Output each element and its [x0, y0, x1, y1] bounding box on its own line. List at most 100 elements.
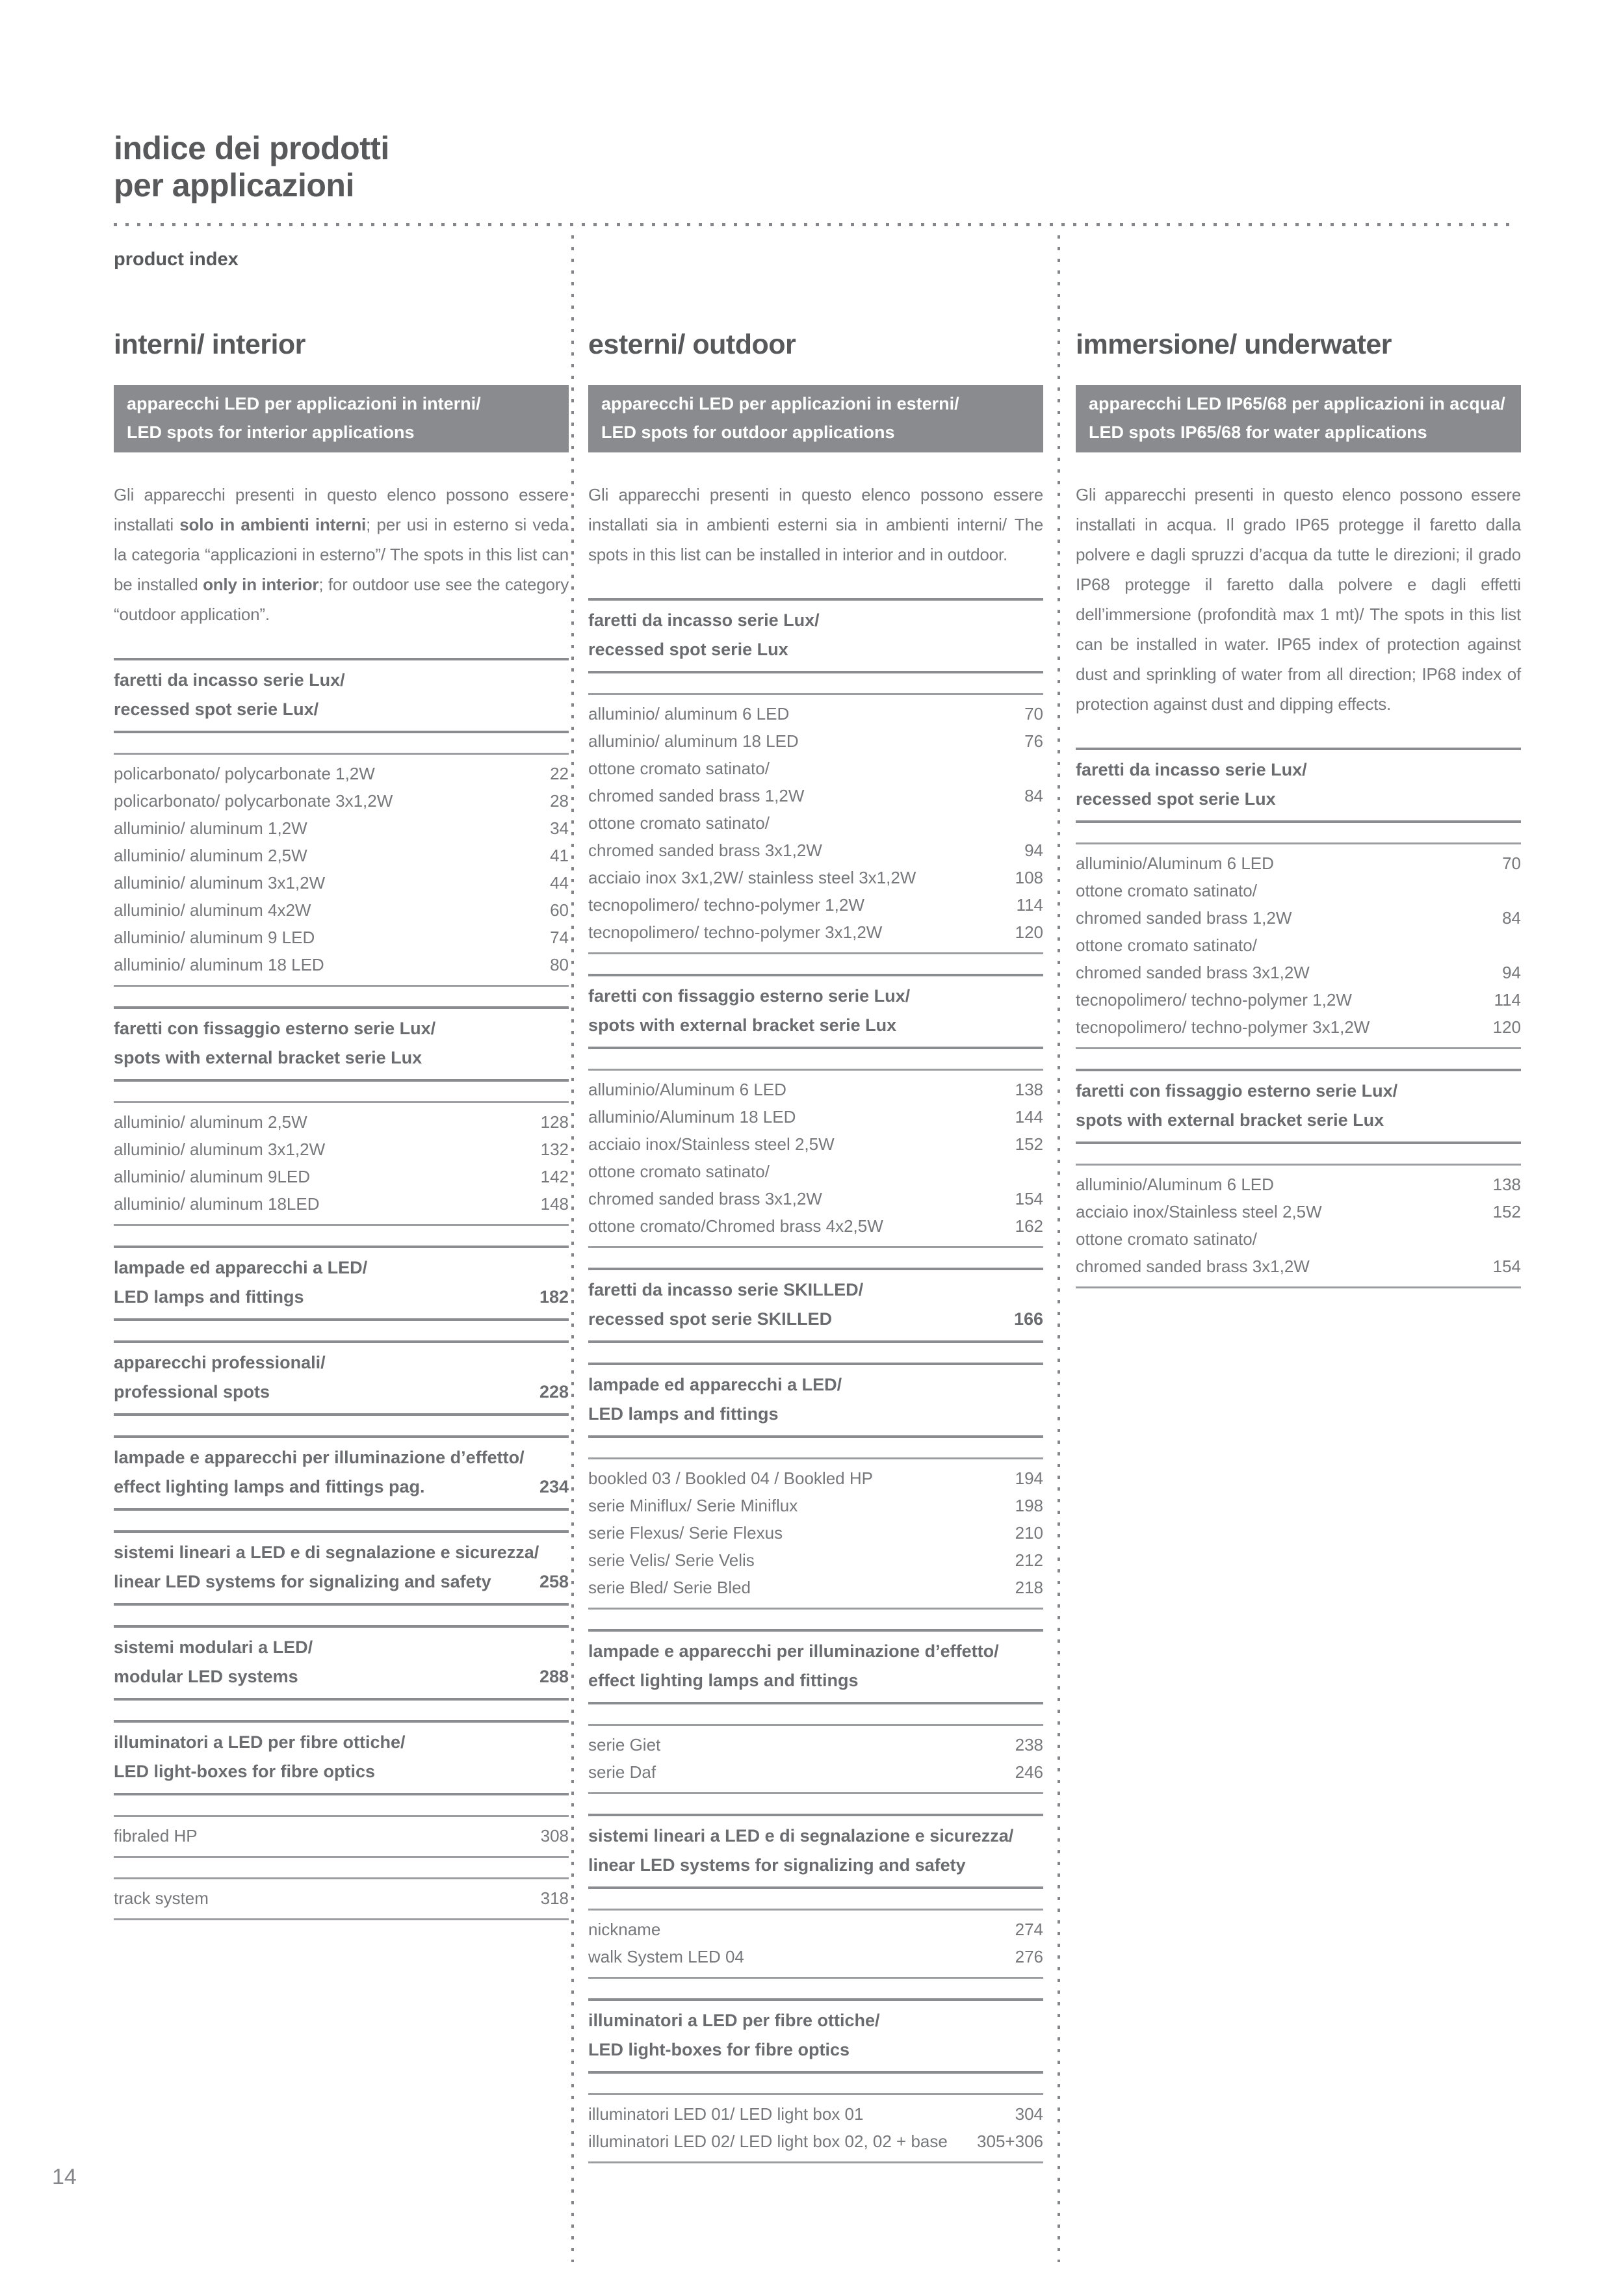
- product-page-number: 120: [1492, 1017, 1521, 1037]
- section-header: faretti con fissaggio esterno serie Lux/…: [114, 1006, 569, 1082]
- intro-segment: Gli apparecchi presenti in questo elenco…: [114, 485, 569, 534]
- section-header: lampade ed apparecchi a LED/LED lamps an…: [588, 1363, 1043, 1438]
- product-label: chromed sanded brass 3x1,2W: [1076, 1257, 1310, 1276]
- section-header: faretti da incasso serie SKILLED/recesse…: [588, 1268, 1043, 1343]
- product-page-number: 152: [1492, 1202, 1521, 1221]
- section-page-number: 288: [539, 1667, 569, 1686]
- product-item-line: ottone cromato satinato/: [588, 755, 1043, 782]
- product-label: policarbonato/ polycarbonate 3x1,2W: [114, 791, 393, 811]
- product-label: tecnopolimero/ techno-polymer 1,2W: [588, 895, 864, 915]
- product-item: ottone cromato satinato/chromed sanded b…: [1076, 877, 1521, 932]
- intro-segment: ; for outdoor use see the category “outd…: [114, 575, 569, 624]
- product-label: chromed sanded brass 3x1,2W: [588, 1189, 822, 1208]
- section-header-label: linear LED systems for signalizing and s…: [114, 1572, 491, 1591]
- product-item: serie Giet 238: [588, 1731, 1043, 1758]
- section-header: sistemi lineari a LED e di segnalazione …: [588, 1814, 1043, 1889]
- product-item-line: chromed sanded brass 1,2W 84: [1076, 904, 1521, 932]
- product-item: alluminio/ aluminum 1,2W 34: [114, 815, 569, 842]
- product-label: illuminatori LED 02/ LED light box 02, 0…: [588, 2132, 948, 2151]
- section-header: lampade ed apparecchi a LED/LED lamps an…: [114, 1246, 569, 1321]
- intro-bold-segment: only in interior: [203, 575, 319, 594]
- section-header-label: illuminatori a LED per fibre ottiche/: [114, 1732, 406, 1752]
- section-header-line: recessed spot serie Lux: [1076, 785, 1521, 814]
- product-label: acciaio inox/Stainless steel 2,5W: [588, 1134, 835, 1154]
- category-band-line: LED spots IP65/68 for water applications: [1089, 423, 1427, 442]
- product-label: tecnopolimero/ techno-polymer 3x1,2W: [1076, 1017, 1370, 1037]
- section-header-line: LED lamps and fittings 182: [114, 1283, 569, 1312]
- product-item: tecnopolimero/ techno-polymer 3x1,2W 120: [1076, 1013, 1521, 1041]
- product-label: alluminio/ aluminum 4x2W: [114, 900, 311, 920]
- product-page-number: 41: [550, 846, 569, 865]
- section-header-line: spots with external bracket serie Lux: [1076, 1106, 1521, 1135]
- product-page-number: 94: [1024, 841, 1043, 860]
- product-item-line: track system 318: [114, 1885, 569, 1912]
- product-item-line: policarbonato/ polycarbonate 3x1,2W 28: [114, 787, 569, 815]
- items-list: bookled 03 / Bookled 04 / Bookled HP 194 s…: [588, 1457, 1043, 1610]
- product-page-number: 305+306: [977, 2132, 1043, 2151]
- items-list: alluminio/Aluminum 6 LED 70 ottone cromato…: [1076, 842, 1521, 1049]
- product-label: serie Flexus/ Serie Flexus: [588, 1523, 783, 1543]
- product-index-columns: interni/ interior apparecchi LED per appl…: [114, 328, 1524, 2163]
- product-label: serie Daf: [588, 1762, 656, 1782]
- section-header-line: illuminatori a LED per fibre ottiche/: [114, 1728, 569, 1757]
- product-item-line: alluminio/Aluminum 6 LED 138: [588, 1076, 1043, 1103]
- section-header-label: faretti da incasso serie Lux/: [114, 670, 345, 690]
- section-header-line: recessed spot serie Lux: [588, 635, 1043, 664]
- product-page-number: 34: [550, 818, 569, 838]
- section-header-label: LED light-boxes for fibre optics: [114, 1762, 376, 1781]
- section-page-number: 258: [539, 1572, 569, 1591]
- category-band-line: LED spots for interior applications: [127, 423, 415, 442]
- section-header: illuminatori a LED per fibre ottiche/LED…: [114, 1720, 569, 1795]
- product-item: alluminio/ aluminum 18LED 148: [114, 1190, 569, 1218]
- section-header-line: linear LED systems for signalizing and s…: [588, 1851, 1043, 1880]
- product-label: illuminatori LED 01/ LED light box 01: [588, 2104, 864, 2124]
- product-item: ottone cromato satinato/chromed sanded b…: [588, 1158, 1043, 1212]
- section-header-line: faretti da incasso serie Lux/: [114, 666, 569, 695]
- section-header-line: effect lighting lamps and fittings: [588, 1666, 1043, 1695]
- section-header-line: recessed spot serie SKILLED 166: [588, 1305, 1043, 1334]
- section-header-label: spots with external bracket serie Lux: [1076, 1110, 1384, 1130]
- category-band: apparecchi LED IP65/68 per applicazioni …: [1076, 385, 1521, 452]
- product-item: alluminio/ aluminum 18 LED 80: [114, 951, 569, 978]
- product-page-number: 276: [1015, 1947, 1043, 1966]
- section: illuminatori a LED per fibre ottiche/LED…: [588, 1998, 1043, 2163]
- intro-segment: ; per usi in esterno si veda la categori…: [114, 515, 569, 594]
- product-item: alluminio/ aluminum 3x1,2W 132: [114, 1136, 569, 1163]
- product-label: serie Giet: [588, 1735, 661, 1755]
- product-item-line: alluminio/ aluminum 4x2W 60: [114, 896, 569, 924]
- product-item-line: acciaio inox/Stainless steel 2,5W 152: [588, 1130, 1043, 1158]
- product-page-number: 194: [1015, 1468, 1043, 1488]
- product-item: alluminio/ aluminum 4x2W 60: [114, 896, 569, 924]
- product-item-line: chromed sanded brass 3x1,2W 154: [588, 1185, 1043, 1212]
- product-item-line: chromed sanded brass 3x1,2W 154: [1076, 1253, 1521, 1280]
- product-item: tecnopolimero/ techno-polymer 1,2W 114: [588, 891, 1043, 919]
- section-header-line: LED light-boxes for fibre optics: [588, 2035, 1043, 2065]
- page-subtitle: product index: [114, 249, 239, 270]
- section-header: illuminatori a LED per fibre ottiche/LED…: [588, 1998, 1043, 2074]
- product-item-line: alluminio/ aluminum 3x1,2W 44: [114, 869, 569, 896]
- product-label: alluminio/ aluminum 1,2W: [114, 818, 307, 838]
- section-header-label: professional spots: [114, 1382, 270, 1402]
- section-header: apparecchi professionali/professional sp…: [114, 1340, 569, 1416]
- product-item-line: serie Velis/ Serie Velis 212: [588, 1546, 1043, 1574]
- product-item-line: ottone cromato/Chromed brass 4x2,5W 162: [588, 1212, 1043, 1240]
- column-divider-2: [1058, 235, 1060, 2262]
- product-item-line: alluminio/Aluminum 6 LED 70: [1076, 850, 1521, 877]
- product-label: alluminio/ aluminum 2,5W: [114, 1112, 307, 1132]
- product-item: bookled 03 / Bookled 04 / Bookled HP 194: [588, 1465, 1043, 1492]
- product-item-line: chromed sanded brass 1,2W 84: [588, 782, 1043, 809]
- intro-text: Gli apparecchi presenti in questo elenco…: [1076, 480, 1521, 719]
- section-header-label: LED light-boxes for fibre optics: [588, 2040, 850, 2059]
- product-page-number: 210: [1015, 1523, 1043, 1543]
- column-title: interni/ interior: [114, 329, 305, 360]
- product-label: chromed sanded brass 3x1,2W: [1076, 963, 1310, 982]
- section: faretti con fissaggio esterno serie Lux/…: [114, 1006, 569, 1226]
- product-page-number: 120: [1015, 922, 1043, 942]
- column-outdoor: esterni/ outdoor apparecchi LED per appli…: [588, 328, 1043, 2163]
- section-header-line: recessed spot serie Lux/: [114, 695, 569, 724]
- product-item: ottone cromato satinato/chromed sanded b…: [1076, 1225, 1521, 1280]
- section-header: lampade e apparecchi per illuminazione d…: [114, 1435, 569, 1511]
- product-item-line: chromed sanded brass 3x1,2W 94: [588, 837, 1043, 864]
- sections: faretti da incasso serie Lux/recessed sp…: [1076, 748, 1521, 1288]
- product-page-number: 304: [1015, 2104, 1043, 2124]
